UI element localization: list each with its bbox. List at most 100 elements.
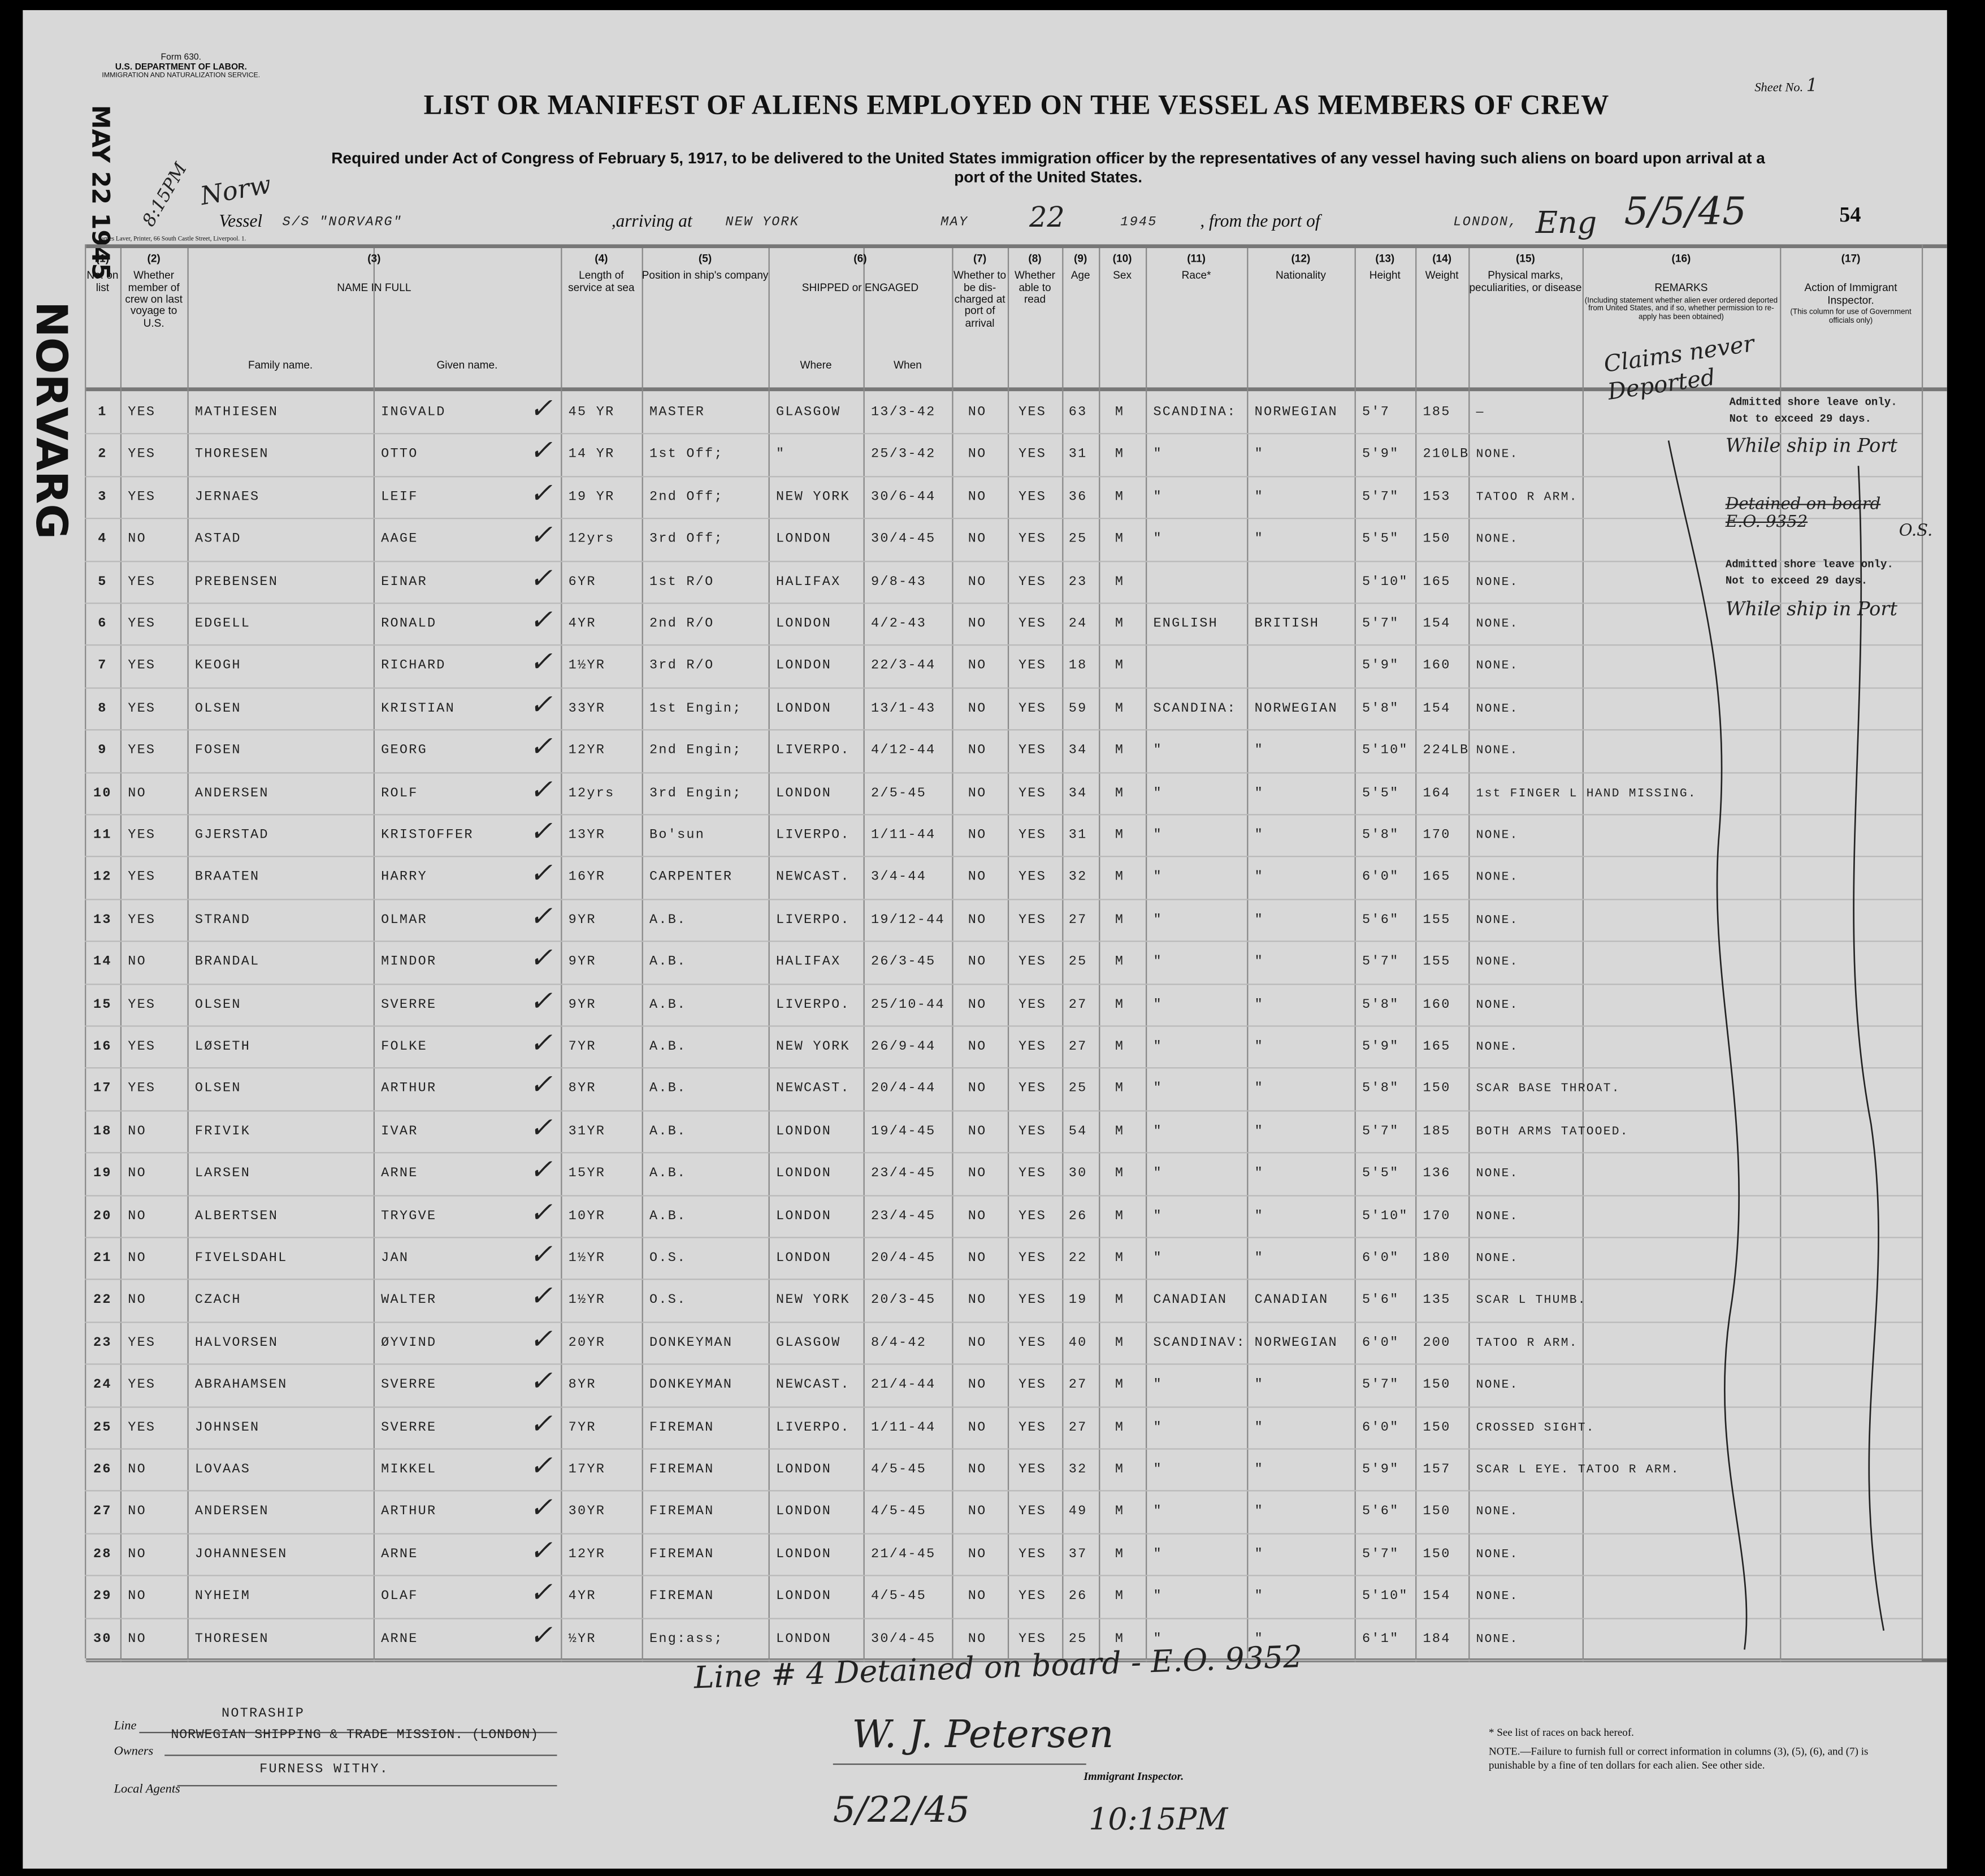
given-name: SVERRE (381, 1377, 437, 1393)
owners-value: NORWEGIAN SHIPPING & TRADE MISSION. (LON… (171, 1728, 539, 1744)
column-number: (11) (1187, 252, 1206, 265)
age: 23 (1068, 574, 1087, 590)
remarks-shore-leave-1: Admitted shore leave only. Not to exceed … (1730, 395, 1897, 428)
position: O.S. (649, 1293, 687, 1309)
discharged: NO (968, 786, 987, 801)
given-name: MIKKEL (381, 1462, 437, 1478)
weight: 164 (1423, 786, 1451, 801)
prior-voyage: NO (128, 1124, 146, 1140)
position: FIREMAN (649, 1546, 714, 1562)
column-rule (952, 248, 954, 1662)
nationality: " (1254, 1420, 1264, 1436)
shore-leave-limit: Not to exceed 29 days. (1729, 413, 1871, 426)
row-rule (85, 983, 1922, 985)
family-name: ASTAD (194, 532, 241, 548)
remarks-while-in-port-1: While ship in Port (1725, 434, 1898, 457)
can-read: YES (1018, 1166, 1047, 1182)
family-name: ABRAHAMSEN (194, 1377, 288, 1393)
sex: M (1115, 447, 1125, 463)
column-rule (85, 244, 86, 1659)
row-rule (85, 1532, 1922, 1535)
age: 40 (1068, 1335, 1087, 1351)
column-note: (Including statement whether alien ever … (1584, 297, 1778, 322)
can-read: YES (1018, 786, 1047, 801)
race: " (1153, 1081, 1163, 1097)
height: 5'5" (1362, 786, 1399, 801)
age: 63 (1068, 405, 1087, 421)
height: 5'6" (1362, 912, 1399, 928)
service-length: 10YR (568, 1208, 606, 1224)
column-number: (13) (1375, 252, 1395, 265)
age: 26 (1068, 1589, 1087, 1605)
race: SCANDINAV: (1153, 1335, 1246, 1351)
race: " (1153, 786, 1163, 801)
row-rule (85, 898, 1922, 900)
subtitle: Required under Act of Congress of Februa… (331, 149, 1765, 187)
height: 5'10" (1362, 574, 1408, 590)
checkmark-icon: ✓ (529, 901, 553, 933)
shipped-when: 20/4-45 (870, 1250, 936, 1266)
row-number: 18 (93, 1124, 112, 1140)
prior-voyage: YES (128, 405, 156, 421)
column-label: Height (1369, 268, 1401, 282)
position: 2nd Engin; (649, 743, 742, 759)
age: 36 (1068, 489, 1087, 505)
physical-marks: NONE. (1476, 447, 1519, 462)
sheet-number: Sheet No. 1 (1754, 76, 1817, 96)
weight: 150 (1423, 1420, 1451, 1436)
checkmark-icon: ✓ (529, 1197, 553, 1229)
weight: 135 (1423, 1293, 1451, 1309)
height: 5'8" (1362, 1081, 1399, 1097)
family-name: OLSEN (194, 701, 241, 717)
column-note: (This column for use of Government offic… (1790, 309, 1912, 325)
physical-marks: NONE. (1476, 955, 1519, 969)
row-number: 4 (98, 532, 107, 548)
sex: M (1115, 1462, 1125, 1478)
race: " (1153, 870, 1163, 886)
row-number: 27 (93, 1504, 112, 1520)
position: A.B. (649, 1166, 687, 1182)
column-rule (1146, 248, 1147, 1662)
nationality: NORWEGIAN (1254, 405, 1338, 421)
family-name: JERNAES (194, 489, 260, 505)
from-port-label: , from the port of (1200, 213, 1320, 232)
remarks-struck-detained: Detained on board E.O. 9352 (1725, 495, 1881, 532)
physical-marks: NONE. (1476, 912, 1519, 927)
row-number: 24 (93, 1377, 112, 1393)
nationality: " (1254, 1039, 1264, 1055)
age: 27 (1068, 1420, 1087, 1436)
column-header: (9) Age (1062, 252, 1099, 282)
race: " (1153, 1208, 1163, 1224)
shipped-where: HALIFAX (775, 955, 841, 971)
ship-stamp: NORVARG (25, 301, 76, 540)
column-label: Race* (1181, 268, 1211, 282)
checkmark-icon: ✓ (529, 732, 553, 764)
family-name: LØSETH (194, 1039, 251, 1055)
discharged: NO (968, 1420, 987, 1436)
shipped-where: LONDON (775, 658, 832, 674)
row-number: 19 (93, 1166, 112, 1182)
weight: 170 (1423, 1208, 1451, 1224)
physical-marks: SCAR L THUMB. (1476, 1293, 1587, 1307)
sex: M (1115, 405, 1125, 421)
service-length: ½YR (568, 1631, 596, 1647)
position: FIREMAN (649, 1589, 714, 1605)
race: SCANDINA: (1153, 405, 1237, 421)
printer-imprint: James Laver, Printer, 66 South Castle St… (98, 236, 246, 244)
given-name: ROLF (381, 786, 418, 801)
row-rule (85, 1025, 1922, 1027)
discharged: NO (968, 997, 987, 1012)
physical-marks: NONE. (1476, 1250, 1519, 1265)
shore-leave-text: Admitted shore leave only. (1729, 396, 1897, 409)
checkmark-icon: ✓ (529, 774, 553, 806)
discharged: NO (968, 912, 987, 928)
row-number: 7 (98, 658, 107, 674)
service-length: 33YR (568, 701, 606, 717)
shipped-when: 22/3-44 (870, 658, 936, 674)
height: 6'0" (1362, 870, 1399, 886)
race: " (1153, 1631, 1163, 1647)
height: 5'10" (1362, 1208, 1408, 1224)
race: " (1153, 1546, 1163, 1562)
height: 5'7" (1362, 1377, 1399, 1393)
race: ENGLISH (1153, 616, 1218, 632)
